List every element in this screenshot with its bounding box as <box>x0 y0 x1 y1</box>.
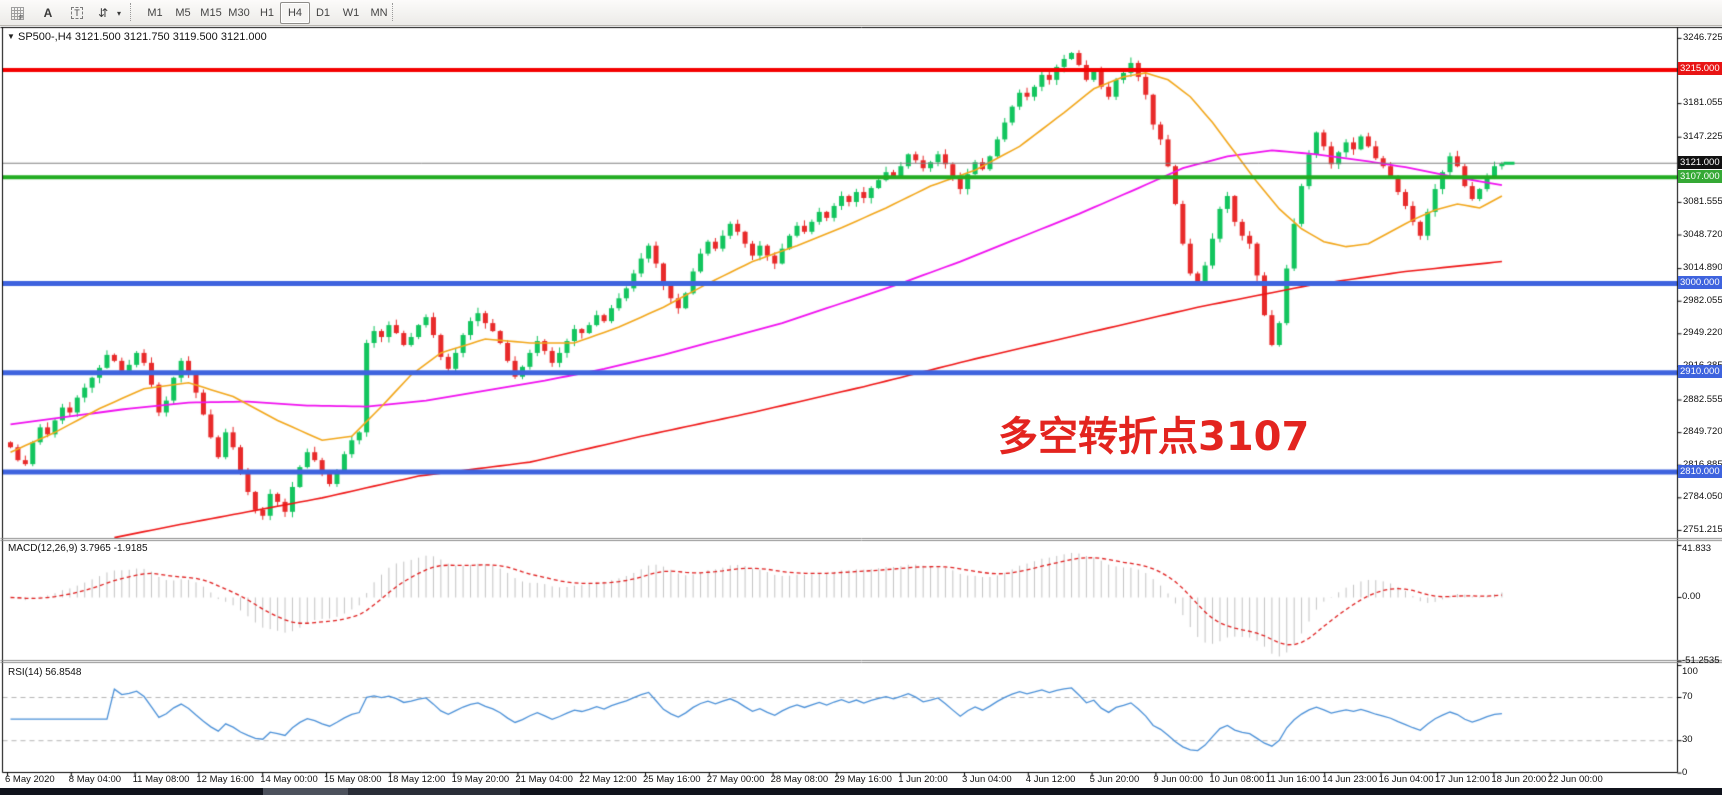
price-axis-label: 3181.055 <box>1683 97 1722 109</box>
chart-title: ▼ SP500-,H4 3121.500 3121.750 3119.500 3… <box>7 31 267 43</box>
timeframe-button-w1[interactable]: W1 <box>342 7 360 19</box>
macd-axis-label: 0.00 <box>1682 591 1701 602</box>
price-axis-label: 3147.225 <box>1683 130 1722 142</box>
macd-indicator-label: MACD(12,26,9) 3.7965 -1.9185 <box>8 543 148 554</box>
bottom-status-bar <box>0 788 1722 795</box>
symbol-label: SP500-,H4 <box>17 31 72 43</box>
price-axis-label: 3081.555 <box>1683 195 1722 207</box>
arrows-icon[interactable]: ⇵ <box>97 6 109 20</box>
price-axis-label: 2882.555 <box>1683 393 1722 405</box>
price-line-badge: 2810.000 <box>1678 464 1722 478</box>
date-axis-label: 27 May 00:00 <box>706 774 765 785</box>
timeframe-button-h4[interactable]: H4 <box>280 2 310 24</box>
rsi-axis-label: 100 <box>1682 666 1698 677</box>
taskbar-segment <box>0 788 263 795</box>
chart-text-annotation[interactable]: 多空转折点3107 <box>998 414 1310 460</box>
rsi-axis-label: 30 <box>1682 734 1693 746</box>
dotted-grid-icon[interactable]: F <box>4 2 30 24</box>
price-axis-label: 2751.215 <box>1683 523 1722 535</box>
grid-glyph <box>10 6 24 20</box>
timeframe-button-m30[interactable]: M30 <box>228 7 250 19</box>
price-line-badge: 2910.000 <box>1678 365 1722 379</box>
toolbar-separator <box>130 3 131 21</box>
date-axis-label: 8 May 04:00 <box>68 774 122 785</box>
quote-ohlc: 3121.500 3121.750 3119.500 3121.000 <box>74 31 267 43</box>
date-axis-label: 17 Jun 12:00 <box>1435 774 1490 785</box>
date-axis-label: 15 May 08:00 <box>324 774 382 785</box>
date-axis-label: 5 Jun 20:00 <box>1089 774 1140 785</box>
timeframe-button-m5[interactable]: M5 <box>175 7 191 19</box>
date-axis-label: 6 May 2020 <box>5 774 55 785</box>
grid-f-label: F <box>19 15 24 22</box>
date-axis-label: 14 Jun 23:00 <box>1322 774 1378 785</box>
macd-axis-label: -51.2535 <box>1682 654 1720 666</box>
price-axis-label: 3014.890 <box>1683 262 1722 274</box>
date-axis-label: 12 May 16:00 <box>196 774 254 785</box>
price-axis-label: 3048.720 <box>1683 228 1722 240</box>
chart-toolbar: F A T ⇵ ▾ M1 M5 M15 M30 H1 H4 D1 W1 MN <box>0 0 1722 26</box>
price-axis-label: 2982.055 <box>1683 294 1722 306</box>
taskbar-segment <box>348 788 520 795</box>
toolbar-separator <box>392 3 393 21</box>
rsi-axis-label: 70 <box>1682 691 1693 702</box>
timeframe-button-m15[interactable]: M15 <box>200 7 222 19</box>
date-axis-label: 11 Jun 16:00 <box>1265 774 1321 785</box>
rsi-indicator-label: RSI(14) 56.8548 <box>8 667 82 678</box>
price-axis-label: 2816.885 <box>1683 459 1722 470</box>
date-axis-label: 4 Jun 12:00 <box>1025 774 1076 785</box>
date-axis-label: 10 Jun 08:00 <box>1209 774 1265 785</box>
date-axis-label: 25 May 16:00 <box>643 774 701 785</box>
rsi-axis-label: 0 <box>1682 766 1688 778</box>
taskbar-segment <box>263 788 348 795</box>
date-axis-label: 18 Jun 20:00 <box>1491 774 1547 785</box>
price-line-badge: 3000.000 <box>1678 275 1722 289</box>
date-axis-label: 11 May 08:00 <box>132 774 190 785</box>
timeframe-button-mn[interactable]: MN <box>370 7 388 19</box>
font-icon[interactable]: A <box>43 6 53 20</box>
date-axis-label: 28 May 08:00 <box>770 774 829 785</box>
macd-axis-label: 41.833 <box>1682 543 1712 554</box>
price-line-badge: 3215.000 <box>1678 62 1722 76</box>
dropdown-caret-icon[interactable]: ▾ <box>116 8 121 18</box>
date-axis-label: 22 May 12:00 <box>579 774 637 785</box>
date-axis-label: 19 May 20:00 <box>451 774 510 785</box>
price-axis-label: 2949.220 <box>1683 327 1722 339</box>
collapse-triangle-icon[interactable]: ▼ <box>7 32 15 41</box>
price-axis-label: 2784.050 <box>1683 491 1722 503</box>
price-line-badge: 3121.000 <box>1678 155 1722 169</box>
date-axis-label: 1 Jun 20:00 <box>898 774 948 785</box>
price-axis-label: 3246.725 <box>1683 31 1722 43</box>
date-axis-label: 29 May 16:00 <box>834 774 892 785</box>
date-axis-label: 9 Jun 00:00 <box>1153 774 1204 785</box>
price-axis-label: 2849.720 <box>1683 426 1722 438</box>
date-axis-label: 14 May 00:00 <box>260 774 318 785</box>
date-axis-label: 22 Jun 00:00 <box>1547 774 1603 785</box>
date-axis-label: 21 May 04:00 <box>515 774 573 785</box>
price-line-badge: 3107.000 <box>1678 169 1722 183</box>
timeframe-button-d1[interactable]: D1 <box>315 7 331 19</box>
date-axis-label: 3 Jun 04:00 <box>962 774 1012 785</box>
date-axis-label: 18 May 12:00 <box>387 774 446 785</box>
timeframe-button-m1[interactable]: M1 <box>147 7 163 19</box>
timeframe-button-h1[interactable]: H1 <box>259 7 275 19</box>
date-axis-label: 16 Jun 04:00 <box>1378 774 1434 785</box>
taskbar-segment <box>520 788 1722 795</box>
text-tool-icon[interactable]: T <box>64 2 90 24</box>
